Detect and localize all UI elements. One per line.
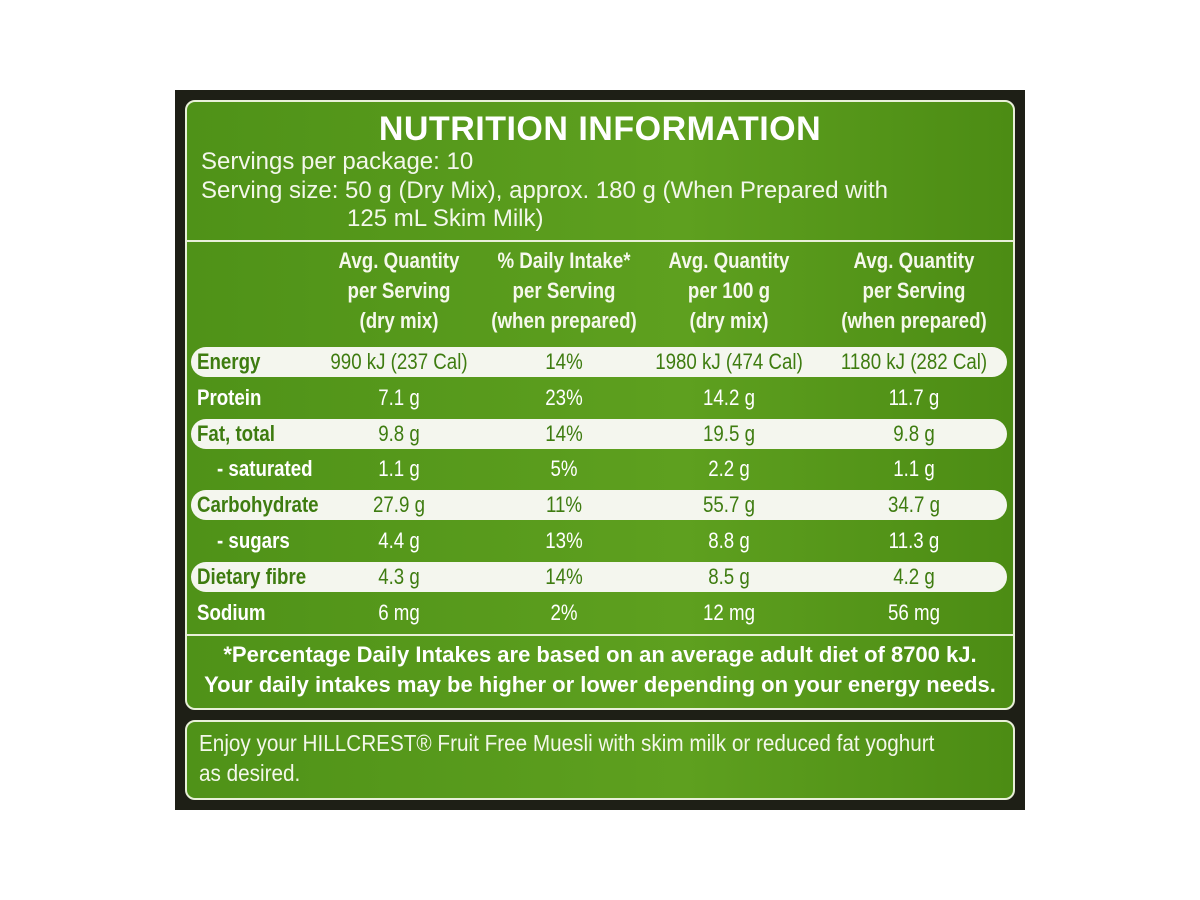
nutrient-name: Energy (197, 349, 261, 374)
column-header: per 100 g (687, 278, 771, 303)
row-highlight (191, 418, 1007, 449)
nutrient-value: 5% (550, 456, 578, 482)
nutrient-value: 4.4 g (378, 528, 420, 553)
nutrient-row: Fat, total 9.8 g 14% 19.5 g 9.8 g (187, 418, 1013, 449)
nutrient-value: 9.8 g (893, 420, 935, 446)
row-highlight (191, 490, 1007, 521)
nutrient-row: Carbohydrate 27.9 g 11% 55.7 g 34.7 g (187, 490, 1013, 521)
column-header: Avg. Quantity (338, 248, 460, 273)
nutrient-row: Dietary fibre 4.3 g 14% 8.5 g 4.2 g (187, 561, 1013, 592)
nutrient-value: 23% (545, 384, 583, 410)
nutrient-name: Dietary fibre (197, 563, 307, 589)
column-header: (when prepared) (841, 308, 987, 333)
nutrient-name: Protein (197, 384, 262, 410)
nutrient-value: 9.8 g (378, 420, 420, 446)
nutrition-panel: NUTRITION INFORMATION Servings per packag… (185, 100, 1015, 710)
nutrient-value: 7.1 g (378, 384, 420, 410)
suggestion-panel: Enjoy your HILLCREST® Fruit Free Muesli … (185, 720, 1015, 800)
nutrient-value: 6 mg (378, 599, 420, 625)
suggestion: as desired. (199, 760, 301, 786)
divider (187, 240, 1013, 242)
divider (187, 634, 1013, 636)
nutrient-name: - sugars (217, 528, 290, 553)
nutrient-value: 11% (545, 492, 583, 518)
nutrient-name: - saturated (217, 456, 313, 482)
column-header: per Serving (862, 278, 966, 303)
nutrient-value: 56 mg (888, 599, 940, 625)
nutrient-value: 19.5 g (702, 420, 755, 446)
nutrient-value: 14% (545, 563, 583, 589)
nutrient-row: Sodium 6 mg 2% 12 mg 56 mg (187, 598, 1013, 628)
nutrient-value: 12 mg (703, 599, 755, 625)
footnote: *Percentage Daily Intakes are based on a… (223, 642, 977, 667)
nutrient-row: - sugars 4.4 g 13% 8.8 g 11.3 g (187, 526, 1013, 556)
servings-per-package: Servings per package: 10 (201, 148, 474, 175)
nutrient-name: Sodium (197, 599, 266, 625)
nutrient-value: 8.5 g (708, 563, 750, 589)
row-highlight (191, 347, 1007, 377)
serving-size: 125 mL Skim Milk) (347, 205, 544, 232)
column-header: Avg. Quantity (853, 248, 975, 273)
nutrient-row: Energy 990 kJ (237 Cal) 14% 1980 kJ (474 Ca… (187, 347, 1013, 377)
nutrient-value: 14% (545, 349, 583, 374)
column-header: (when prepared) (491, 308, 637, 333)
nutrient-name: Fat, total (197, 420, 275, 446)
nutrient-name: Carbohydrate (197, 492, 319, 518)
column-header: per Serving (512, 278, 616, 303)
nutrient-value: 1980 kJ (474 Cal) (655, 349, 803, 374)
nutrient-row: Protein 7.1 g 23% 14.2 g 11.7 g (187, 383, 1013, 413)
nutrient-value: 11.3 g (888, 528, 940, 553)
nutrient-value: 27.9 g (372, 492, 425, 518)
nutrient-value: 34.7 g (887, 492, 940, 518)
title: NUTRITION INFORMATION (378, 110, 822, 148)
suggestion: Enjoy your HILLCREST® Fruit Free Muesli … (199, 730, 935, 756)
nutrient-value: 1.1 g (893, 456, 935, 482)
nutrient-value: 1180 kJ (282 Cal) (840, 349, 988, 374)
nutrient-value: 1.1 g (378, 456, 420, 482)
nutrient-value: 2.2 g (708, 456, 750, 482)
nutrient-value: 4.2 g (893, 563, 935, 589)
column-header: per Serving (347, 278, 451, 303)
nutrient-row: - saturated 1.1 g 5% 2.2 g 1.1 g (187, 454, 1013, 484)
nutrient-value: 2% (550, 599, 578, 625)
column-header: (dry mix) (689, 308, 769, 333)
column-header: % Daily Intake* (497, 248, 631, 273)
nutrient-value: 14.2 g (702, 384, 755, 410)
nutrient-value: 14% (545, 420, 583, 446)
footnote: Your daily intakes may be higher or lowe… (204, 672, 996, 697)
nutrient-value: 4.3 g (378, 563, 420, 589)
serving-size: Serving size: 50 g (Dry Mix), approx. 18… (201, 177, 888, 204)
nutrient-value: 13% (545, 528, 583, 553)
label-frame: NUTRITION INFORMATION Servings per packag… (175, 90, 1025, 810)
column-header: (dry mix) (359, 308, 439, 333)
nutrient-value: 990 kJ (237 Cal) (330, 349, 468, 374)
row-highlight (191, 561, 1007, 592)
column-header: Avg. Quantity (668, 248, 790, 273)
nutrient-value: 11.7 g (888, 384, 940, 410)
nutrient-value: 55.7 g (702, 492, 755, 518)
nutrient-value: 8.8 g (708, 528, 750, 553)
